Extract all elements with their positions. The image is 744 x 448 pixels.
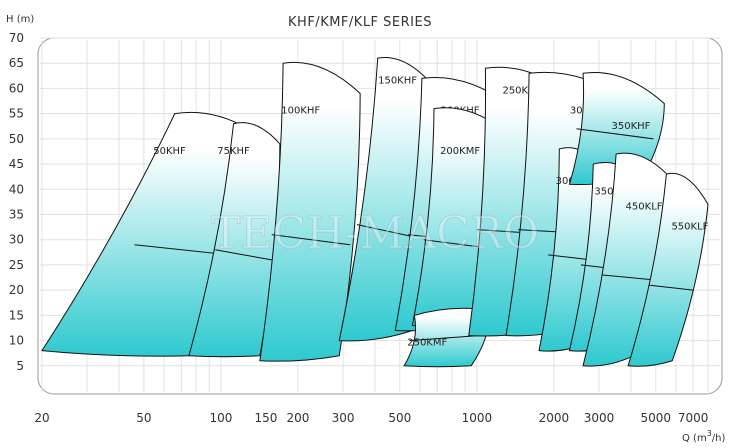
zone-divider (409, 335, 481, 342)
y-tick-label: 20 (9, 283, 24, 297)
y-axis-ticks: 5 10 15 20 25 30 35 40 45 50 55 60 65 70 (9, 31, 24, 373)
zone-divider (215, 249, 272, 261)
zone-label: 250KMF (407, 338, 447, 349)
y-tick-label: 60 (9, 81, 24, 95)
zone-divider (648, 284, 694, 291)
x-tick-label: 50 (136, 411, 151, 425)
x-tick-label: 20 (34, 411, 49, 425)
y-tick-label: 40 (9, 182, 24, 196)
zone-divider (602, 274, 656, 281)
zone-label: 75KHF (217, 146, 250, 157)
y-tick-label: 30 (9, 233, 24, 247)
y-tick-label: 25 (9, 258, 24, 272)
zone-shape (627, 172, 709, 367)
zone-label: 100KHF (281, 106, 320, 117)
zone-100KHF: 100KHF (259, 61, 361, 362)
y-tick-label: 15 (9, 308, 24, 322)
chart-title: KHF/KMF/KLF SERIES (288, 15, 432, 30)
zone-label: 50KHF (153, 146, 186, 157)
zone-label: 550KLF (671, 222, 708, 233)
zone-divider (271, 234, 351, 246)
pump-zones: 50KHF75KHF100KHF150KHF200KHF200KMF250KMF… (41, 57, 709, 368)
x-axis-label-prefix: Q (m (682, 433, 707, 444)
zone-label: 200KMF (440, 146, 480, 157)
x-axis-label-suffix: /h) (712, 433, 726, 444)
zone-250KMF: 250KMF (403, 307, 490, 368)
x-tick-label: 300 (332, 411, 355, 425)
zone-label: 250KHF (502, 85, 541, 96)
zone-shape (188, 122, 281, 358)
y-tick-label: 45 (9, 157, 24, 171)
zone-75KHF: 75KHF (188, 122, 281, 358)
x-tick-label: 3000 (584, 411, 615, 425)
x-tick-label: 100 (209, 411, 232, 425)
y-tick-label: 55 (9, 107, 24, 121)
y-tick-label: 5 (16, 359, 24, 373)
x-tick-label: 150 (255, 411, 278, 425)
zone-divider (548, 254, 592, 261)
watermark: TECH-MACRO (211, 208, 539, 259)
x-tick-label: 7000 (678, 411, 709, 425)
y-tick-label: 65 (9, 56, 24, 70)
x-axis-label-sup: 3 (707, 429, 712, 438)
zone-label: 450KLF (626, 201, 663, 212)
y-tick-label: 35 (9, 208, 24, 222)
x-tick-label: 5000 (640, 411, 671, 425)
x-axis-label: Q (m3/h) (682, 429, 726, 444)
zone-label: 350KHF (611, 121, 650, 132)
x-tick-label: 2000 (539, 411, 570, 425)
x-axis-ticks: 20 50 100 150 200 300 500 1000 2000 3000 5000 7000 (34, 411, 708, 425)
zone-shape (259, 61, 361, 362)
x-tick-label: 1000 (462, 411, 493, 425)
x-tick-label: 200 (286, 411, 309, 425)
zone-550KLF: 550KLF (627, 172, 709, 367)
y-tick-label: 70 (9, 31, 24, 45)
y-tick-label: 10 (9, 334, 24, 348)
y-tick-label: 50 (9, 132, 24, 146)
zone-label: 150KHF (378, 75, 417, 86)
x-tick-label: 500 (388, 411, 411, 425)
zone-divider (576, 128, 654, 140)
y-axis-label: H (m) (6, 14, 34, 25)
